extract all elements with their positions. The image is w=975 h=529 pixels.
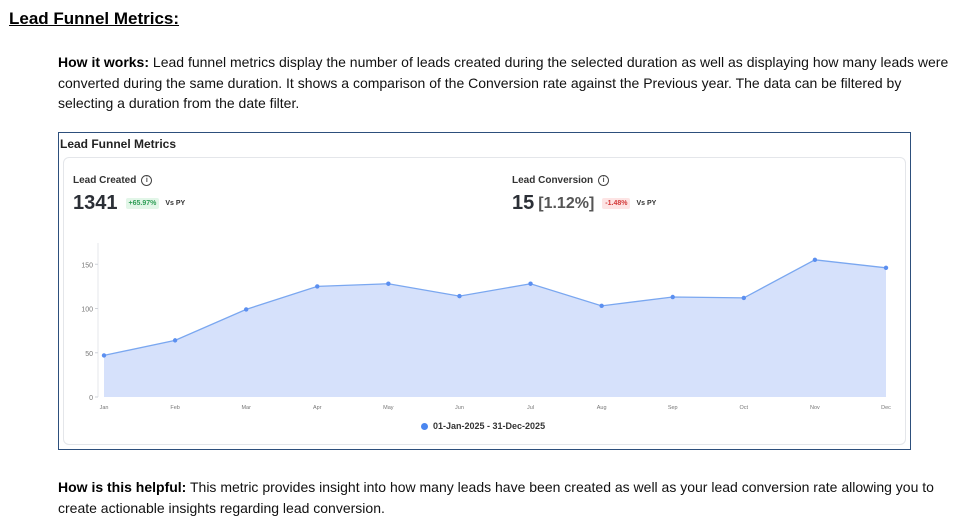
y-tick-label: 100 [81, 307, 93, 314]
x-tick-label: Dec [881, 405, 891, 411]
widget-title: Lead Funnel Metrics [60, 137, 177, 151]
x-tick-label: Apr [313, 405, 322, 411]
data-point[interactable] [101, 353, 107, 358]
how-it-works-text: Lead funnel metrics display the number o… [58, 54, 949, 111]
lead-conversion-rate: [1.12%] [538, 194, 595, 212]
metrics-card: Lead Created i 1341 +65.97% Vs PY Lead C… [63, 157, 906, 445]
data-point[interactable] [315, 284, 320, 289]
lead-conversion-metric: Lead Conversion i 15 [1.12%] -1.48% Vs P… [512, 174, 656, 215]
y-tick-label: 50 [85, 351, 93, 358]
data-point[interactable] [599, 303, 604, 309]
how-helpful-label: How is this helpful: [58, 479, 187, 495]
x-tick-label: Oct [740, 405, 749, 411]
data-point[interactable] [172, 338, 178, 343]
x-tick-label: May [383, 405, 394, 411]
data-point[interactable] [883, 265, 889, 271]
x-tick-label: Jan [100, 405, 109, 411]
lead-area-chart: 0 50 100 150 Jan Feb Mar Apr May Jun Jul Aug Sep Oct N… [81, 243, 891, 411]
data-point[interactable] [670, 294, 675, 300]
info-icon[interactable]: i [141, 174, 153, 186]
how-helpful-text: This metric provides insight into how ma… [58, 479, 934, 516]
lead-created-label: Lead Created [73, 174, 137, 186]
lead-conversion-value: 15 [512, 192, 535, 214]
lead-funnel-widget: Lead Funnel Metrics Lead Created i 1341 … [58, 132, 911, 450]
data-point[interactable] [457, 293, 462, 299]
how-it-works-label: How it works: [58, 54, 150, 70]
legend-dot [421, 422, 428, 430]
lead-created-change-badge: +65.97% [125, 198, 160, 209]
lead-conversion-label: Lead Conversion [512, 174, 594, 186]
data-point[interactable] [812, 257, 818, 263]
y-tick-label: 0 [89, 395, 93, 402]
y-tick-label: 150 [81, 262, 93, 269]
legend-label: 01-Jan-2025 - 31-Dec-2025 [433, 421, 546, 431]
series-line [103, 259, 887, 357]
info-icon[interactable]: i [598, 174, 610, 186]
x-tick-label: Jul [527, 405, 534, 411]
x-tick-label: Feb [170, 405, 179, 411]
chart-legend[interactable]: 01-Jan-2025 - 31-Dec-2025 [421, 421, 545, 431]
x-tick-label: Mar [241, 405, 251, 411]
data-point[interactable] [528, 281, 533, 286]
series-area [104, 259, 886, 397]
how-helpful-paragraph: How is this helpful: This metric provide… [58, 477, 958, 518]
lead-conversion-change-badge: -1.48% [602, 198, 631, 209]
x-tick-label: Nov [810, 405, 820, 411]
lead-created-value: 1341 [73, 192, 118, 214]
lead-created-vs-label: Vs PY [165, 200, 186, 207]
lead-conversion-vs-label: Vs PY [636, 200, 657, 207]
x-tick-label: Sep [668, 405, 678, 411]
data-point[interactable] [243, 307, 249, 312]
x-tick-label: Jun [455, 405, 464, 411]
lead-created-metric: Lead Created i 1341 +65.97% Vs PY [73, 174, 185, 215]
x-tick-label: Aug [597, 405, 607, 411]
page-heading: Lead Funnel Metrics: [9, 9, 180, 28]
data-point[interactable] [741, 295, 747, 301]
how-it-works-paragraph: How it works: Lead funnel metrics displa… [58, 52, 958, 114]
data-point[interactable] [386, 281, 391, 286]
